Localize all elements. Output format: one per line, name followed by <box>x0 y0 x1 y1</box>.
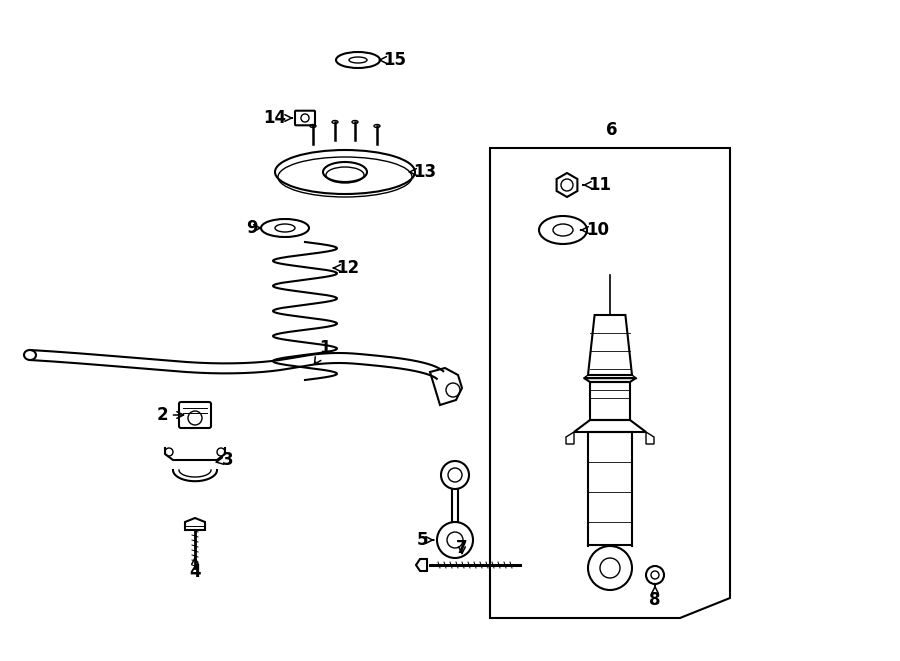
Text: 6: 6 <box>607 121 617 139</box>
Text: 9: 9 <box>247 219 261 237</box>
Text: 13: 13 <box>410 163 436 181</box>
Text: 7: 7 <box>456 539 468 557</box>
Text: 4: 4 <box>189 557 201 581</box>
Text: 12: 12 <box>333 259 360 277</box>
Text: 1: 1 <box>314 339 331 364</box>
Text: 10: 10 <box>580 221 609 239</box>
Text: 3: 3 <box>216 451 234 469</box>
Text: 15: 15 <box>380 51 407 69</box>
Text: 11: 11 <box>583 176 611 194</box>
Text: 5: 5 <box>416 531 434 549</box>
Text: 14: 14 <box>264 109 292 127</box>
Text: 2: 2 <box>157 406 184 424</box>
Text: 8: 8 <box>649 586 661 609</box>
